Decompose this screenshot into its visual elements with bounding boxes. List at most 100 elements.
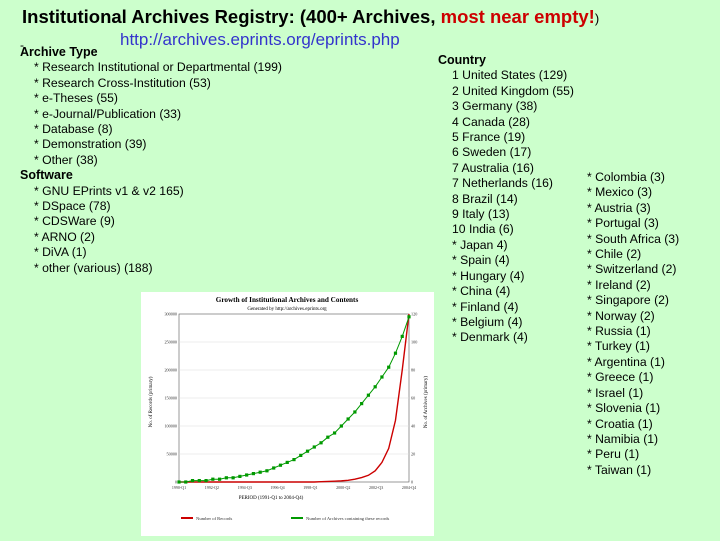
archives-data-point	[366, 393, 371, 397]
x-tick-label: 2002-Q3	[369, 485, 383, 490]
country-item: 8 Brazil (14)	[452, 191, 518, 206]
y-tick-label-left: 200000	[164, 368, 177, 373]
country-more-list: * Colombia (3) * Mexico (3) * Austria (3) *…	[587, 170, 679, 478]
archive-type-item: * Database (8)	[34, 122, 113, 137]
archive-type-item: * Research Cross-Institution (53)	[34, 75, 211, 90]
y-axis-label-right: No. of Archives (primary)	[424, 376, 429, 429]
archives-data-point	[326, 435, 330, 439]
country-column: Country 1 United States (129) 2 United Ki…	[438, 53, 574, 346]
archives-data-point	[204, 479, 208, 483]
country-item: * Finland (4)	[452, 299, 519, 314]
archives-data-point	[251, 472, 256, 476]
software-item: * DiVA (1)	[34, 245, 87, 260]
archive-type-item: * e-Journal/Publication (33)	[34, 106, 182, 121]
country-item: * Denmark (4)	[452, 330, 528, 345]
archives-data-point	[278, 463, 283, 467]
x-tick-label: 1992-Q2	[205, 485, 219, 490]
archives-data-point	[245, 473, 249, 477]
archives-data-point	[305, 449, 310, 453]
left-column: Archive Type * Research Institutional or…	[20, 45, 282, 276]
archives-data-point	[299, 453, 303, 457]
country-list: 1 United States (129) 2 United Kingdom (5…	[438, 68, 574, 345]
y-tick-label-left: 50000	[167, 452, 177, 457]
archives-data-point	[292, 458, 296, 462]
archives-data-point	[380, 375, 384, 379]
archives-data-point	[231, 476, 235, 480]
country-item: * Israel (1)	[587, 385, 644, 400]
title-highlight: most near empty!	[440, 6, 595, 27]
plot-area: 0 50000 100000 150000 200000 250000 300000 0 20 4…	[164, 312, 417, 522]
archive-type-item: * Other (38)	[34, 152, 98, 167]
archives-data-point	[393, 351, 398, 355]
software-item: * ARNO (2)	[34, 229, 95, 244]
archives-data-point	[211, 477, 215, 481]
country-item: 6 Sweden (17)	[452, 145, 532, 160]
country-item: * Peru (1)	[587, 447, 640, 462]
country-item: * South Africa (3)	[587, 231, 680, 246]
country-item: * Singapore (2)	[587, 293, 669, 308]
growth-chart: Growth of Institutional Archives and Con…	[141, 292, 434, 536]
country-item: * Norway (2)	[587, 308, 655, 323]
archives-data-point	[353, 410, 357, 414]
country-item: * Namibia (1)	[587, 431, 659, 446]
legend-label: Number of Archives containing these reco…	[306, 516, 390, 521]
archives-data-point	[217, 477, 222, 481]
country-item: * Austria (3)	[587, 200, 651, 215]
title-text: Institutional Archives Registry: (400+ A…	[22, 6, 441, 27]
archives-data-point	[224, 476, 228, 480]
country-item: * Croatia (1)	[587, 416, 653, 431]
y-tick-label-right: 40	[411, 424, 415, 429]
country-item: * Chile (2)	[587, 247, 642, 262]
archives-data-point	[258, 470, 262, 474]
country-item: * Mexico (3)	[587, 185, 653, 200]
archive-type-item: * Research Institutional or Departmental…	[34, 60, 282, 75]
archives-data-point	[312, 445, 316, 449]
chart-title: Growth of Institutional Archives and Con…	[216, 296, 359, 304]
archive-type-header: Archive Type	[20, 45, 98, 59]
country-item: 5 France (19)	[452, 130, 526, 145]
country-item: 9 Italy (13)	[452, 207, 510, 222]
country-item: 1 United States (129)	[452, 68, 568, 83]
software-item: * CDSWare (9)	[34, 214, 115, 229]
archive-type-item: * e-Theses (55)	[34, 91, 118, 106]
y-tick-label-right: 60	[411, 396, 415, 401]
archives-data-point	[339, 424, 343, 428]
x-tick-label: 1998-Q1	[303, 485, 317, 490]
software-header: Software	[20, 168, 73, 183]
x-tick-label: 2004-Q4	[402, 485, 416, 490]
archives-data-point	[346, 417, 350, 421]
archives-data-point	[407, 315, 411, 319]
records-series-line	[179, 313, 410, 483]
country-item: * Portugal (3)	[587, 216, 659, 231]
archives-data-point	[332, 431, 337, 435]
software-item: * other (various) (188)	[34, 260, 153, 275]
software-item: * GNU EPrints v1 & v2 165)	[34, 183, 184, 198]
country-item: * China (4)	[452, 284, 511, 299]
archives-data-point	[184, 480, 188, 484]
y-tick-label-right: 20	[411, 452, 415, 457]
slide-title: Institutional Archives Registry: (400+ A…	[22, 6, 599, 28]
archives-data-point	[373, 385, 377, 389]
country-item: 10 India (6)	[452, 222, 514, 237]
y-tick-label-left: 150000	[164, 396, 177, 401]
country-item: * Hungary (4)	[452, 268, 525, 283]
country-item: * Turkey (1)	[587, 339, 650, 354]
country-item: 2 United Kingdom (55)	[452, 83, 574, 98]
x-axis-label: PERIOD (1991-Q1 to 2004-Q4)	[239, 496, 304, 501]
country-item: * Japan 4)	[452, 237, 508, 252]
growth-chart-svg: Growth of Institutional Archives and Con…	[149, 296, 429, 522]
archives-data-point	[400, 334, 404, 338]
archives-data-point	[387, 365, 391, 369]
y-tick-label-left: 300000	[164, 312, 177, 317]
archives-data-point	[319, 441, 323, 445]
country-item: 4 Canada (28)	[452, 114, 530, 129]
bullet-dash: -	[20, 38, 24, 52]
software-list: * GNU EPrints v1 & v2 165) * DSpace (78) *…	[20, 184, 282, 276]
x-tick-label: 1990-Q1	[172, 485, 186, 490]
software-item: * DSpace (78)	[34, 199, 111, 214]
country-item: * Greece (1)	[587, 370, 654, 385]
registry-url-link[interactable]: http://archives.eprints.org/eprints.php	[120, 30, 400, 49]
country-header: Country	[438, 53, 486, 67]
y-tick-label-right: 0	[411, 480, 413, 485]
archives-data-point	[360, 402, 364, 406]
